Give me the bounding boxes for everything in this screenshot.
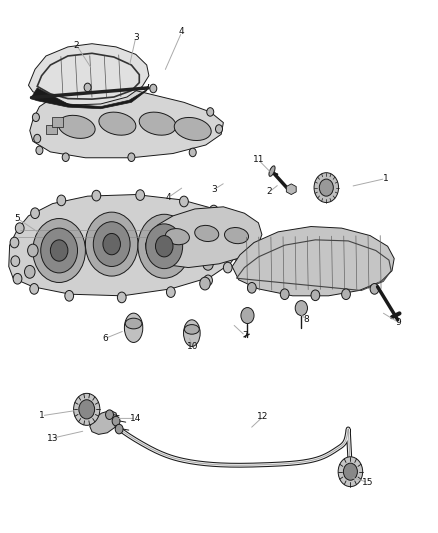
Circle shape (84, 83, 91, 92)
Circle shape (241, 308, 254, 324)
Text: 12: 12 (257, 413, 268, 421)
Ellipse shape (195, 225, 219, 241)
Polygon shape (31, 84, 149, 109)
Text: 14: 14 (130, 414, 141, 423)
Bar (52, 117, 63, 127)
Circle shape (209, 205, 218, 216)
Circle shape (41, 228, 78, 273)
Circle shape (166, 287, 175, 297)
Circle shape (203, 257, 213, 270)
Ellipse shape (166, 229, 189, 245)
Polygon shape (232, 227, 394, 296)
Text: 9: 9 (396, 318, 402, 327)
Ellipse shape (139, 112, 176, 135)
Text: 3: 3 (212, 185, 218, 193)
Circle shape (207, 108, 214, 116)
Circle shape (65, 290, 74, 301)
Circle shape (32, 113, 39, 122)
Ellipse shape (269, 166, 275, 176)
Polygon shape (28, 44, 149, 105)
Circle shape (25, 265, 35, 278)
Circle shape (223, 262, 232, 273)
Text: 1: 1 (382, 174, 389, 183)
Circle shape (314, 173, 339, 203)
Circle shape (228, 219, 237, 229)
Text: 10: 10 (187, 342, 198, 351)
Ellipse shape (225, 228, 248, 244)
Circle shape (85, 212, 138, 276)
Text: 15: 15 (362, 478, 374, 487)
Circle shape (50, 240, 68, 261)
Polygon shape (30, 88, 223, 158)
Circle shape (30, 284, 39, 294)
Polygon shape (145, 207, 262, 268)
Text: 2: 2 (267, 188, 272, 196)
Circle shape (295, 301, 307, 316)
Ellipse shape (58, 115, 95, 139)
Circle shape (115, 424, 123, 434)
Circle shape (28, 244, 38, 257)
Circle shape (189, 148, 196, 157)
Circle shape (103, 233, 120, 255)
Circle shape (233, 233, 242, 244)
Text: 13: 13 (47, 434, 58, 442)
Ellipse shape (174, 117, 211, 141)
Circle shape (342, 289, 350, 300)
Circle shape (204, 275, 212, 286)
Text: 1: 1 (39, 411, 45, 420)
Circle shape (31, 208, 39, 219)
Circle shape (280, 289, 289, 300)
Circle shape (10, 237, 19, 248)
Ellipse shape (124, 313, 143, 342)
Circle shape (136, 190, 145, 200)
Circle shape (150, 84, 157, 93)
Ellipse shape (125, 318, 142, 329)
Polygon shape (90, 410, 117, 434)
Circle shape (232, 249, 241, 260)
Circle shape (215, 125, 223, 133)
Circle shape (57, 195, 66, 206)
Text: 6: 6 (102, 334, 108, 343)
Circle shape (128, 153, 135, 161)
Ellipse shape (184, 325, 199, 334)
Text: 4: 4 (179, 28, 184, 36)
Circle shape (247, 282, 256, 293)
Circle shape (62, 153, 69, 161)
Polygon shape (9, 195, 241, 296)
Text: 3: 3 (133, 33, 139, 42)
Text: 8: 8 (304, 316, 310, 324)
Circle shape (34, 134, 41, 143)
Circle shape (13, 273, 22, 284)
Circle shape (138, 214, 191, 278)
Circle shape (92, 190, 101, 201)
Circle shape (36, 146, 43, 155)
Text: 7: 7 (242, 332, 248, 340)
Circle shape (370, 284, 379, 294)
Circle shape (11, 256, 20, 266)
Circle shape (74, 393, 100, 425)
Circle shape (319, 179, 333, 196)
Circle shape (146, 224, 183, 269)
Text: 2: 2 (74, 41, 79, 50)
Ellipse shape (99, 112, 136, 135)
Circle shape (311, 290, 320, 301)
Text: 5: 5 (14, 214, 21, 223)
Circle shape (112, 416, 120, 426)
Text: 11: 11 (253, 156, 264, 164)
Text: 4: 4 (166, 193, 171, 201)
Circle shape (106, 410, 113, 419)
Circle shape (15, 223, 24, 233)
Ellipse shape (184, 320, 200, 346)
Circle shape (33, 219, 85, 282)
Circle shape (79, 400, 95, 419)
Circle shape (338, 457, 363, 487)
Circle shape (343, 463, 357, 480)
Circle shape (93, 222, 130, 266)
Circle shape (155, 236, 173, 257)
Circle shape (117, 292, 126, 303)
Polygon shape (286, 184, 296, 195)
Circle shape (200, 277, 210, 290)
Bar (46, 125, 57, 134)
Circle shape (180, 196, 188, 207)
